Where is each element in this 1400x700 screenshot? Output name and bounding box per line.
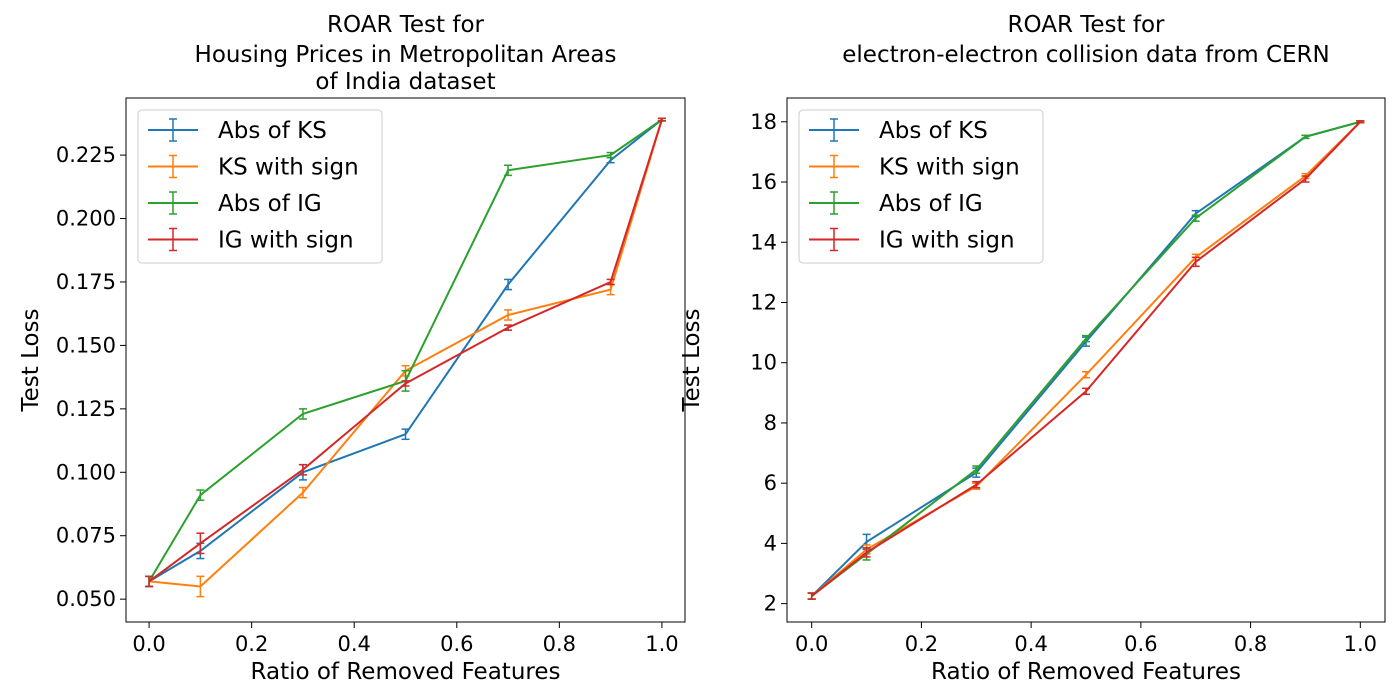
legend-label: Abs of IG [879,191,983,217]
legend-label: IG with sign [218,228,354,254]
y-tick-label: 6 [764,471,777,495]
chart-title-line: of India dataset [315,69,495,95]
y-tick-label: 0.200 [56,207,116,231]
y-tick-label: 0.150 [56,333,116,357]
y-tick-label: 16 [750,170,777,194]
y-tick-label: 0.100 [56,460,116,484]
legend-label: IG with sign [879,228,1015,254]
y-tick-label: 8 [764,411,777,435]
legend-label: Abs of IG [218,191,322,217]
y-tick-label: 12 [750,290,777,314]
y-tick-label: 0.125 [56,397,116,421]
x-tick-label: 0.4 [338,632,371,656]
x-tick-label: 0.2 [905,632,938,656]
plot-area-frame [125,97,686,623]
legend-box [798,109,1044,264]
y-tick-label: 0.050 [56,587,116,611]
x-tick-label: 0.6 [440,632,473,656]
legend-label: Abs of KS [218,118,327,144]
plot-area-frame [786,97,1386,623]
y-tick-label: 0.075 [56,524,116,548]
x-tick-label: 0.4 [1014,632,1047,656]
y-tick-label: 0.175 [56,270,116,294]
y-tick-label: 14 [750,230,777,254]
y-tick-label: 2 [764,592,777,616]
chart-1: ROAR Test for Housing Prices in Metropoli… [18,12,686,685]
chart-title-line: electron-electron collision data from CE… [842,42,1329,68]
x-tick-label: 0.8 [1234,632,1267,656]
y-axis-label: Test Loss [18,308,44,412]
y-tick-label: 0.225 [56,143,116,167]
x-tick-label: 0.6 [1124,632,1157,656]
x-tick-label: 0.0 [132,632,165,656]
y-tick-label: 4 [764,531,777,555]
legend-box [137,109,383,264]
legend-label: KS with sign [879,155,1020,181]
y-tick-label: 10 [750,351,777,375]
x-tick-label: 0.0 [795,632,828,656]
legend-label: Abs of KS [879,118,988,144]
legend-label: KS with sign [218,155,359,181]
x-tick-label: 0.8 [543,632,576,656]
y-tick-label: 18 [750,110,777,134]
x-axis-label: Ratio of Removed Features [931,659,1241,685]
x-axis-label: Ratio of Removed Features [251,659,561,685]
chart-title-line: Housing Prices in Metropolitan Areas [195,42,617,68]
y-axis-label: Test Loss [679,308,705,412]
x-tick-label: 0.2 [235,632,268,656]
chart-title-line: ROAR Test for [1008,12,1165,38]
chart-2: ROAR Test for electron-electron collision… [679,12,1386,685]
x-tick-label: 1.0 [1344,632,1377,656]
chart-title-line: ROAR Test for [327,12,484,38]
x-tick-label: 1.0 [645,632,678,656]
